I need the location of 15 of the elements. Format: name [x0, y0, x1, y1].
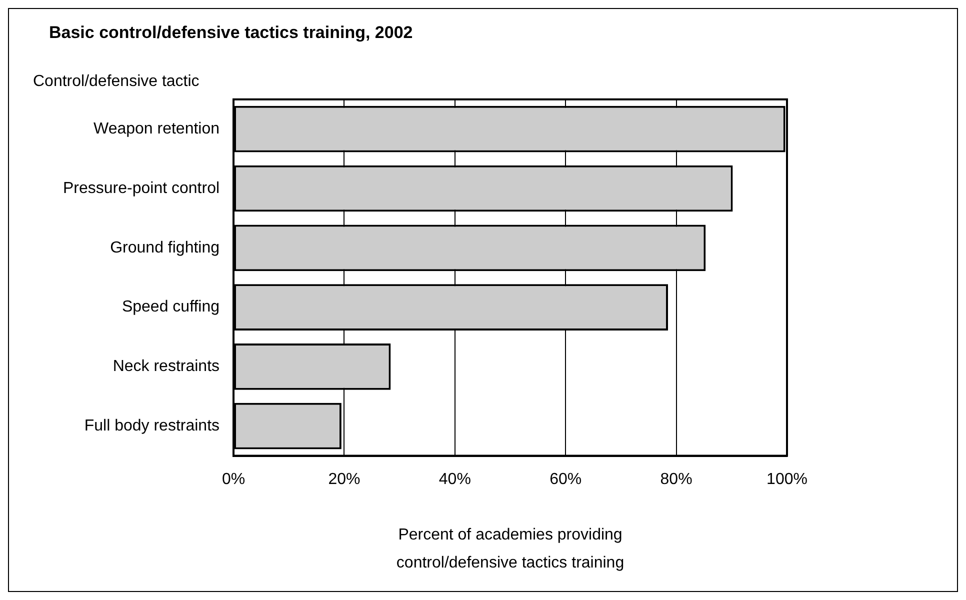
x-tick-label: 0%	[222, 470, 246, 488]
y-tick-label: Weapon retention	[94, 120, 220, 138]
x-tick-label: 80%	[660, 470, 692, 488]
y-tick-label: Full body restraints	[84, 418, 220, 435]
y-tick-label: Neck restraints	[112, 358, 220, 376]
x-tick-label: 100%	[766, 470, 808, 488]
chart-title: Basic control/defensive tactics training, 2002	[49, 22, 413, 42]
x-tick-label: 40%	[438, 470, 471, 488]
x-tick-label: 60%	[550, 470, 582, 488]
y-tick-label: Speed cuffing	[122, 298, 220, 316]
y-axis-title: Control/defensive tactic	[33, 72, 200, 90]
x-axis-title: Percent of academies providing control/defensive tactics training	[396, 526, 624, 572]
x-tick-label: 20%	[328, 470, 360, 488]
y-tick-label: Pressure-point control	[63, 180, 220, 197]
y-tick-label: Ground fighting	[110, 239, 220, 256]
